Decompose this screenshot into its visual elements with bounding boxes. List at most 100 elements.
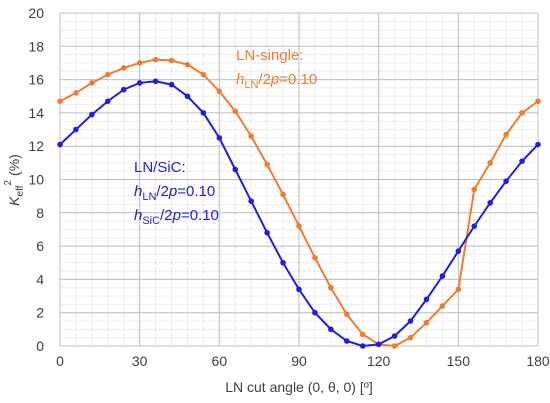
data-point-ln-single [519, 110, 525, 116]
data-point-ln-single [328, 284, 334, 291]
data-point-ln-sic [73, 126, 79, 133]
data-point-ln-single [248, 133, 254, 140]
y-tick-label: 8 [36, 205, 44, 221]
annotation-text-part: =0.10 [177, 183, 215, 200]
data-point-ln-single [296, 223, 302, 229]
data-point-ln-sic [312, 309, 318, 316]
data-point-ln-single [89, 80, 95, 86]
annotation-text-part: h [134, 183, 142, 200]
y-tick-label: 0 [36, 338, 44, 354]
data-point-ln-single [136, 60, 143, 66]
annotation-0-line-1: hLN/2p=0.10 [236, 71, 317, 91]
data-point-ln-single [216, 88, 223, 95]
data-point-ln-sic [248, 198, 254, 204]
data-point-ln-sic [89, 111, 95, 118]
data-point-ln-single [200, 71, 207, 78]
y-axis-title-main: K [6, 196, 22, 206]
data-point-ln-sic [57, 141, 63, 148]
y-axis-title-sub: eff [15, 185, 26, 196]
data-point-ln-sic [120, 86, 127, 93]
y-tick-label: 4 [36, 271, 44, 287]
annotation-text-part: /2 [258, 71, 271, 88]
annotation-1-line-1: hLN/2p=0.10 [134, 183, 215, 203]
annotations: LN-single:hLN/2p=0.10LN/SiC:hLN/2p=0.10h… [134, 47, 317, 227]
data-point-ln-single [359, 331, 366, 338]
annotation-0-line-0: LN-single: [236, 47, 304, 64]
data-point-ln-sic [296, 286, 302, 293]
annotation-text-part: p [270, 71, 279, 88]
data-point-ln-sic [280, 259, 286, 266]
x-tick-label: 30 [132, 353, 148, 369]
data-point-ln-single [264, 161, 270, 168]
y-axis-title: Keff2 (%) [3, 154, 26, 206]
data-point-ln-sic [487, 200, 494, 206]
x-tick-label: 180 [526, 353, 550, 369]
data-point-ln-single [439, 303, 446, 309]
x-tick-labels: 0 30 60 90 120 150 180 [56, 353, 550, 369]
major-gridlines [59, 12, 539, 347]
data-point-ln-single [423, 319, 430, 326]
y-tick-label: 6 [36, 238, 44, 254]
annotation-text-part: h [236, 71, 244, 88]
x-tick-label: 120 [367, 353, 391, 369]
data-point-ln-sic [184, 93, 191, 100]
data-point-ln-sic [503, 178, 509, 184]
data-point-ln-single [184, 61, 191, 68]
data-point-ln-single [57, 98, 63, 105]
y-tick-label: 20 [28, 5, 44, 21]
data-point-ln-single [280, 191, 286, 198]
data-point-ln-single [503, 131, 509, 138]
data-point-ln-sic [471, 223, 478, 229]
annotation-1-line-2: hSiC/2p=0.10 [134, 207, 219, 227]
data-point-ln-sic [200, 110, 207, 116]
data-point-ln-sic [519, 158, 525, 164]
data-point-ln-sic [152, 78, 159, 85]
data-point-ln-sic [359, 343, 366, 349]
data-point-ln-sic [168, 81, 175, 88]
annotation-text-part: /2 [156, 183, 169, 200]
y-tick-label: 2 [36, 305, 44, 321]
series-layer [57, 56, 541, 349]
annotation-text-part: h [134, 207, 142, 224]
annotation-text-part: LN [244, 79, 258, 91]
y-tick-label: 14 [28, 105, 44, 121]
annotation-text-part: LN [142, 191, 156, 203]
data-point-ln-single [487, 160, 494, 166]
annotation-text-part: /2 [160, 207, 173, 224]
x-tick-label: 60 [212, 353, 228, 369]
data-point-ln-sic [423, 296, 430, 303]
data-point-ln-sic [264, 229, 270, 236]
data-point-ln-sic [232, 166, 239, 173]
data-point-ln-sic [136, 80, 143, 86]
y-tick-labels: 0 2 4 6 8 10 12 14 16 18 20 [28, 5, 44, 354]
data-point-ln-single [471, 186, 478, 193]
y-axis-title-unit: (%) [6, 154, 22, 176]
data-point-ln-single [232, 108, 239, 115]
x-axis-title: LN cut angle (0, θ, 0) [º] [225, 379, 373, 395]
data-point-ln-single [535, 98, 541, 105]
annotation-1-line-0: LN/SiC: [134, 159, 186, 176]
data-point-ln-single [407, 334, 414, 341]
data-point-ln-single [344, 311, 350, 318]
y-tick-label: 16 [28, 72, 44, 88]
y-axis-title-sup: 2 [3, 180, 14, 186]
data-point-ln-sic [105, 98, 111, 105]
annotation-text-part: =0.10 [279, 71, 317, 88]
y-tick-label: 18 [28, 38, 44, 54]
annotation-text-part: p [172, 207, 181, 224]
annotation-text-part: =0.10 [181, 207, 219, 224]
data-point-ln-single [73, 90, 79, 96]
data-point-ln-sic [455, 248, 462, 254]
data-point-ln-single [105, 71, 111, 78]
data-point-ln-sic [407, 318, 414, 324]
data-point-ln-sic [344, 338, 350, 344]
series-ln-single [57, 56, 541, 349]
data-point-ln-sic [328, 326, 334, 333]
y-tick-label: 12 [28, 138, 44, 154]
y-tick-label: 10 [28, 172, 44, 188]
data-point-ln-single [391, 343, 398, 349]
annotation-text-part: p [168, 183, 177, 200]
data-point-ln-sic [375, 341, 382, 348]
data-point-ln-single [455, 286, 462, 293]
